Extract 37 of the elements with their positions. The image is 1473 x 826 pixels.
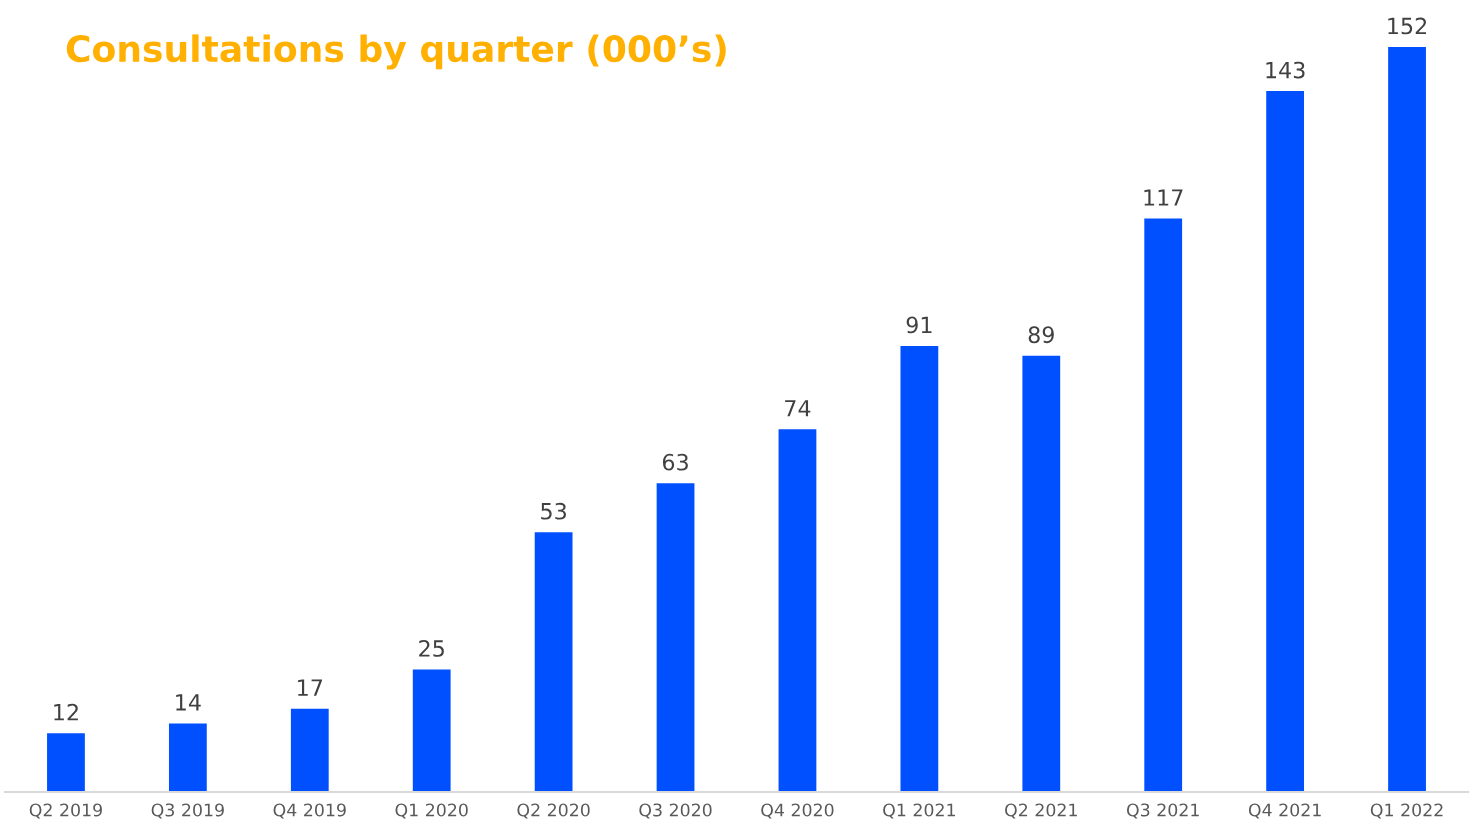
data-label: 12: [54, 703, 78, 721]
data-label: 152: [1388, 17, 1427, 35]
data-label: 14: [176, 694, 201, 711]
bar: [290, 708, 329, 792]
data-label: 74: [785, 400, 811, 417]
bar: [1022, 355, 1061, 792]
bar: [412, 669, 451, 792]
bar: [47, 733, 85, 792]
data-label: 25: [419, 640, 444, 657]
bar: [1388, 47, 1426, 792]
x-tick-label: Q1 2022: [1370, 803, 1443, 819]
bar: [1144, 218, 1183, 792]
bar: [778, 429, 817, 792]
data-label: 63: [662, 453, 688, 471]
chart-title: Consultations by quarter (000’s): [66, 34, 726, 70]
x-tick-label: Q4 2021: [1248, 803, 1321, 819]
x-tick-label: Q3 2020: [639, 803, 712, 819]
bar: [534, 532, 573, 792]
x-tick-label: Q3 2019: [151, 803, 224, 819]
x-tick-label: Q3 2021: [1126, 803, 1199, 819]
data-label: 117: [1144, 189, 1183, 206]
x-tick-label: Q2 2021: [1005, 803, 1077, 819]
x-tick-label: Q1 2021: [883, 803, 955, 819]
x-tick-label: Q1 2020: [395, 803, 468, 819]
x-tick-label: Q4 2019: [273, 803, 346, 819]
data-label: 143: [1266, 61, 1305, 79]
data-label: 17: [298, 679, 323, 696]
x-tick-label: Q2 2020: [517, 803, 590, 819]
bar: [656, 483, 695, 792]
x-tick-label: Q2 2019: [29, 803, 102, 819]
data-label: 53: [541, 502, 566, 520]
bar: [168, 723, 207, 792]
data-label: 89: [1028, 326, 1054, 344]
x-tick-label: Q4 2020: [761, 803, 834, 819]
bar: [900, 345, 939, 792]
bar: [1266, 91, 1305, 792]
data-label: 91: [906, 316, 932, 334]
